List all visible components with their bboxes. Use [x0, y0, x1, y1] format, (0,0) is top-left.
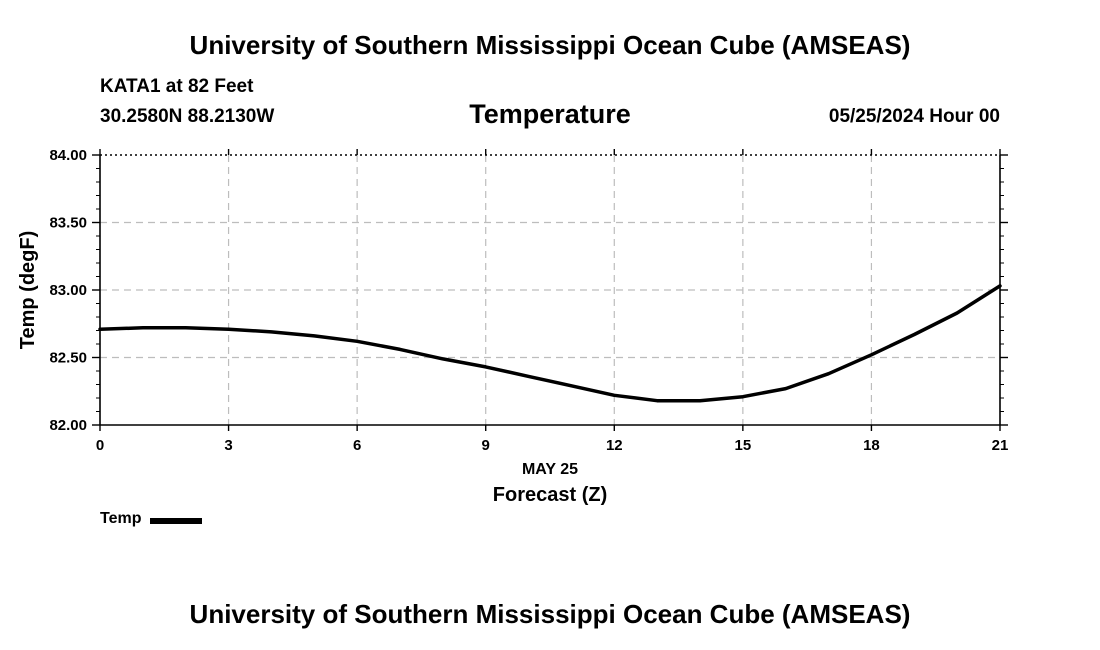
x-tick-label: 6 — [353, 437, 361, 454]
x-axis-date-label: MAY 25 — [522, 461, 578, 478]
x-tick-label: 21 — [992, 437, 1009, 454]
y-tick-label: 84.00 — [49, 147, 87, 164]
y-tick-label: 82.00 — [49, 417, 87, 434]
chart-title: University of Southern Mississippi Ocean… — [189, 30, 911, 60]
x-tick-label: 12 — [606, 437, 623, 454]
x-axis-label: Forecast (Z) — [493, 484, 607, 506]
axes: 0 3 6 9 12 15 18 21 82.00 82.50 83.00 83.50 84.00 — [49, 147, 1008, 454]
series-layer — [98, 284, 1002, 403]
y-tick-label: 82.50 — [49, 350, 87, 367]
grid — [100, 155, 1000, 425]
x-tick-label: 9 — [482, 437, 490, 454]
legend: Temp — [100, 510, 203, 528]
x-tick-label: 18 — [863, 437, 880, 454]
x-tick-label: 3 — [224, 437, 232, 454]
y-axis-label: Temp (degF) — [17, 231, 39, 350]
station-label: KATA1 at 82 Feet — [100, 76, 254, 97]
temp-series-line — [98, 284, 1002, 403]
x-tick-label: 0 — [96, 437, 104, 454]
station-coordinates: 30.2580N 88.2130W — [100, 106, 275, 127]
forecast-datetime: 05/25/2024 Hour 00 — [828, 106, 1000, 127]
legend-label: Temp — [100, 510, 142, 527]
y-tick-label: 83.50 — [49, 215, 87, 232]
x-tick-label: 15 — [735, 437, 752, 454]
variable-title: Temperature — [469, 99, 631, 129]
legend-swatch — [150, 517, 203, 524]
y-tick-label: 83.00 — [49, 282, 87, 299]
footer-title: University of Southern Mississippi Ocean… — [189, 599, 911, 629]
